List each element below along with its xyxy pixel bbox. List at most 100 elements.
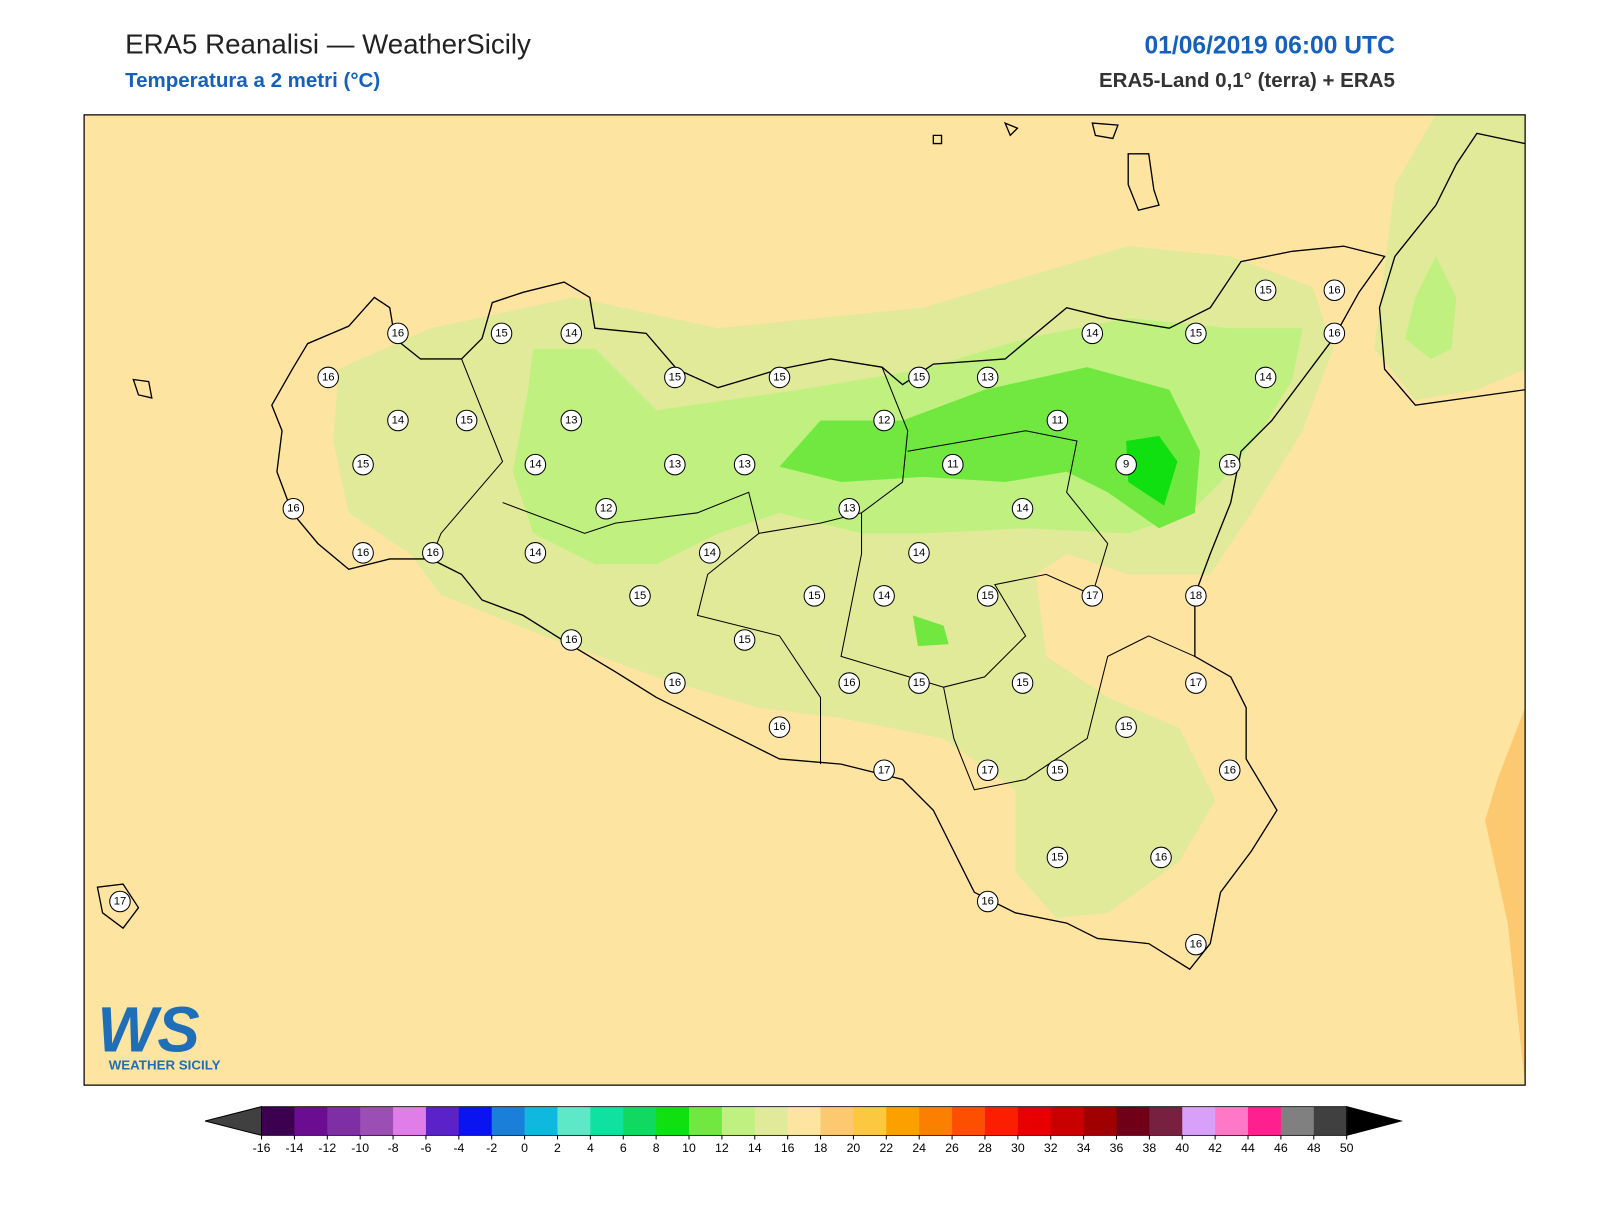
logo: WS WEATHER SICILY [97,994,220,1072]
station: 9 [1115,453,1137,476]
subtitle: Temperatura a 2 metri (°C) [125,69,380,92]
colorbar-tick-label: 0 [521,1141,528,1155]
station-value: 14 [703,547,716,559]
colorbar-bin [1313,1106,1348,1136]
station-marker [595,497,617,520]
station-marker [387,322,409,345]
station-marker [1046,409,1069,432]
station-value: 16 [1328,284,1341,296]
station-value: 15 [669,371,682,383]
station-marker [733,629,756,651]
colorbar-bin [656,1106,690,1136]
station-value: 15 [634,590,647,602]
islands [96,121,1160,930]
colorbar-tick-label: 18 [814,1141,828,1155]
station-marker [1185,933,1207,956]
station: 16 [560,629,583,651]
station-marker [664,453,686,476]
station-marker [352,453,374,476]
colorbar-bin [754,1106,789,1136]
station-marker [838,497,860,520]
colorbar-bin [1215,1106,1249,1136]
station: 16 [1323,279,1346,302]
station: 15 [1046,846,1069,869]
station-marker [803,585,826,607]
station: 16 [976,890,999,913]
source: ERA5-Land 0,1° (terra) + ERA5 [1099,69,1395,92]
station-marker [873,409,895,432]
station: 16 [282,497,305,520]
colorbar-bin [458,1106,493,1136]
station-marker [1218,759,1241,782]
station-value: 14 [565,327,578,339]
station-marker [1115,716,1137,738]
station: 14 [1254,366,1277,389]
colorbar-tick-label: 26 [945,1141,959,1155]
colorbar-tick-label: 34 [1077,1141,1091,1155]
station-value: 15 [460,415,473,427]
station-value: 16 [1190,939,1203,951]
station-marker [908,542,930,564]
colorbar-tick-label: 28 [978,1141,992,1155]
station-value: 12 [600,503,613,515]
station: 16 [1150,846,1172,869]
colorbar-bin [952,1106,986,1136]
station: 12 [873,409,895,432]
colorbar-tick-label: 10 [682,1141,696,1155]
logo-mark: WS [97,994,199,1065]
station-marker [768,366,791,389]
station-marker [1185,672,1207,694]
field-10 [779,367,1200,647]
colorbar-bin [1149,1106,1183,1136]
colorbar-tick-label: 36 [1110,1141,1124,1155]
station-value: 15 [981,590,994,602]
station: 18 [1185,585,1207,607]
station-value: 15 [495,327,508,339]
station: 14 [524,453,547,476]
station: 15 [664,366,686,389]
calabria-coast [1378,132,1526,406]
station-value: 15 [1120,721,1133,733]
station-value: 16 [322,371,335,383]
station: 15 [352,453,374,476]
station-marker [1081,322,1104,345]
station-marker [1081,585,1104,607]
colorbar-bin [557,1106,591,1136]
station-value: 15 [913,371,926,383]
station-marker [1254,279,1277,302]
colorbar-tick-label: -4 [453,1141,464,1155]
station: 15 [1185,322,1207,345]
station-value: 16 [357,547,370,559]
station-value: 13 [843,503,856,515]
station-value: 16 [669,677,682,689]
colorbar-border [261,1106,1348,1136]
station-marker [1011,672,1034,694]
station-marker [352,542,374,564]
colorbar-tick-label: 38 [1143,1141,1157,1155]
colorbar-tick-label: 40 [1175,1141,1189,1155]
colorbar-tick-label: -12 [318,1141,336,1155]
colorbar-bin [1017,1106,1052,1136]
station-marker [387,409,409,432]
station-marker [1323,279,1346,302]
colorbar-bin [919,1106,953,1136]
station-marker [873,759,895,782]
station: 14 [524,542,547,564]
station-marker [908,672,930,694]
colorbar-bin [1083,1106,1118,1136]
station-value: 17 [1086,590,1099,602]
colorbar-tick-label: 4 [587,1141,594,1155]
colorbar-tick-label: 20 [847,1141,861,1155]
station-value: 17 [878,764,891,776]
colorbar-bin [853,1106,887,1136]
station-marker [1115,453,1137,476]
station: 15 [733,629,756,651]
colorbar-bin [524,1106,558,1136]
station-marker [282,497,305,520]
colorbar-bin [393,1106,427,1136]
station-marker [560,409,583,432]
station-value: 15 [1051,764,1064,776]
station-marker [768,716,791,738]
station: 13 [733,453,756,476]
